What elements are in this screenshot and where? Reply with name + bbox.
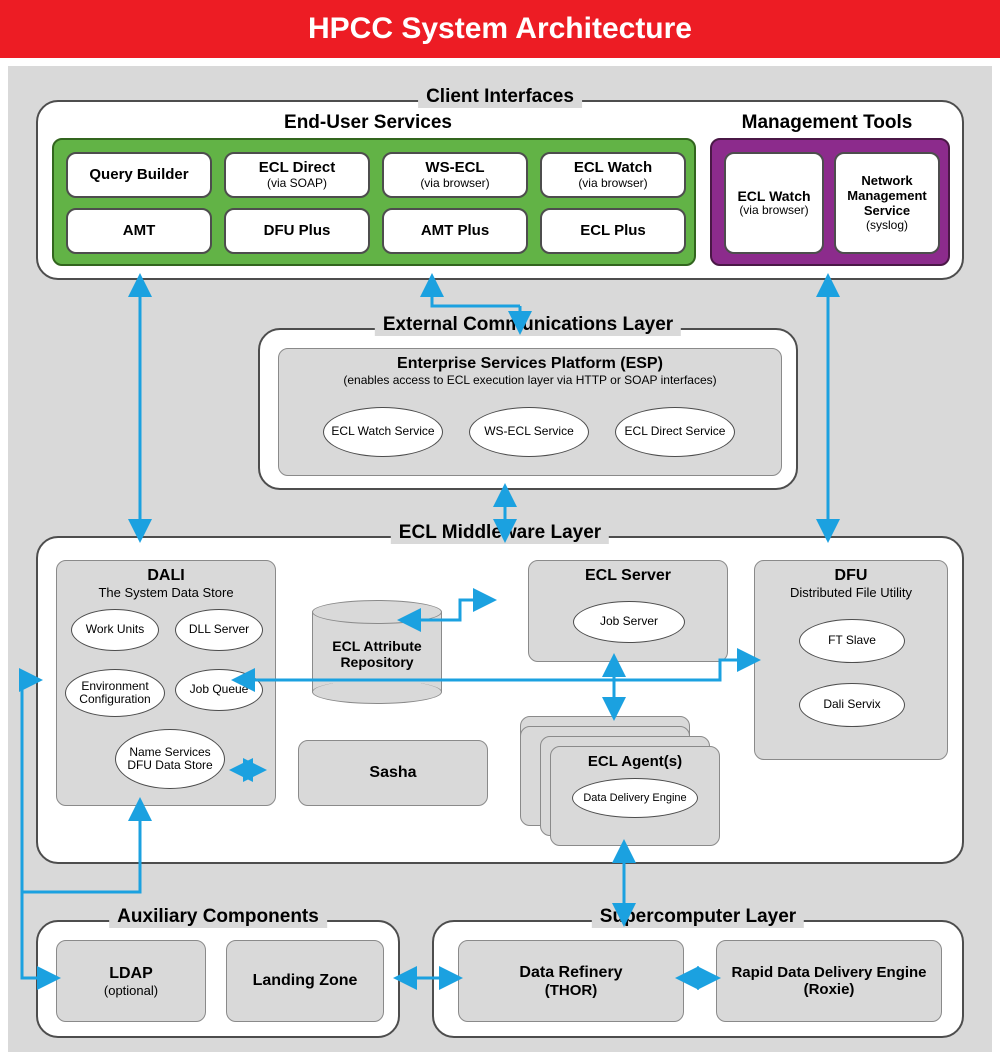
dfu-plus: DFU Plus bbox=[224, 208, 370, 254]
client-interfaces-title: Client Interfaces bbox=[418, 86, 582, 108]
middleware-title: ECL Middleware Layer bbox=[391, 522, 609, 544]
thor-box: Data Refinery(THOR) bbox=[458, 940, 684, 1022]
dali-envcfg: Environment Configuration bbox=[65, 669, 165, 717]
dali-workunits: Work Units bbox=[71, 609, 159, 651]
ecl-repo: ECL Attribute Repository bbox=[312, 600, 442, 704]
job-server: Job Server bbox=[573, 601, 685, 643]
aux-panel: Auxiliary Components LDAP(optional) Land… bbox=[36, 920, 400, 1038]
data-delivery-engine: Data Delivery Engine bbox=[572, 778, 698, 818]
esp-eclwatch: ECL Watch Service bbox=[323, 407, 443, 457]
dali-jobqueue: Job Queue bbox=[175, 669, 263, 711]
esp-box: Enterprise Services Platform (ESP) (enab… bbox=[278, 348, 782, 476]
dali-nameservices: Name Services DFU Data Store bbox=[115, 729, 225, 789]
mgmt-box: ECL Watch(via browser) Network Managemen… bbox=[710, 138, 950, 266]
dfu-box: DFU Distributed File Utility FT Slave Da… bbox=[754, 560, 948, 760]
ecl-watch: ECL Watch(via browser) bbox=[540, 152, 686, 198]
title-bar: HPCC System Architecture bbox=[0, 0, 1000, 58]
amt: AMT bbox=[66, 208, 212, 254]
esp-wsecl: WS-ECL Service bbox=[469, 407, 589, 457]
middleware-panel: ECL Middleware Layer DALI The System Dat… bbox=[36, 536, 964, 864]
end-user-label: End-User Services bbox=[38, 112, 698, 134]
amt-plus: AMT Plus bbox=[382, 208, 528, 254]
ecl-server-box: ECL Server Job Server bbox=[528, 560, 728, 662]
mgmt-nms: Network Management Service(syslog) bbox=[834, 152, 940, 254]
super-title: Supercomputer Layer bbox=[592, 906, 804, 928]
esp-ecldirect: ECL Direct Service bbox=[615, 407, 735, 457]
super-panel: Supercomputer Layer Data Refinery(THOR) … bbox=[432, 920, 964, 1038]
mgmt-label: Management Tools bbox=[702, 112, 952, 134]
ecl-agents: ECL Agent(s) Data Delivery Engine bbox=[520, 716, 730, 846]
aux-title: Auxiliary Components bbox=[109, 906, 327, 928]
mgmt-ecl-watch: ECL Watch(via browser) bbox=[724, 152, 824, 254]
dali-dllserver: DLL Server bbox=[175, 609, 263, 651]
ecl-direct: ECL Direct(via SOAP) bbox=[224, 152, 370, 198]
query-builder: Query Builder bbox=[66, 152, 212, 198]
ext-comm-panel: External Communications Layer Enterprise… bbox=[258, 328, 798, 490]
landing-zone-box: Landing Zone bbox=[226, 940, 384, 1022]
ws-ecl: WS-ECL(via browser) bbox=[382, 152, 528, 198]
ft-slave: FT Slave bbox=[799, 619, 905, 663]
sasha-box: Sasha bbox=[298, 740, 488, 806]
client-interfaces-panel: Client Interfaces End-User Services Mana… bbox=[36, 100, 964, 280]
roxie-box: Rapid Data Delivery Engine(Roxie) bbox=[716, 940, 942, 1022]
ldap-box: LDAP(optional) bbox=[56, 940, 206, 1022]
dali-box: DALI The System Data Store Work Units DL… bbox=[56, 560, 276, 806]
ecl-plus: ECL Plus bbox=[540, 208, 686, 254]
dali-servix: Dali Servix bbox=[799, 683, 905, 727]
end-user-box: Query Builder ECL Direct(via SOAP) WS-EC… bbox=[52, 138, 696, 266]
ext-comm-title: External Communications Layer bbox=[375, 314, 681, 336]
